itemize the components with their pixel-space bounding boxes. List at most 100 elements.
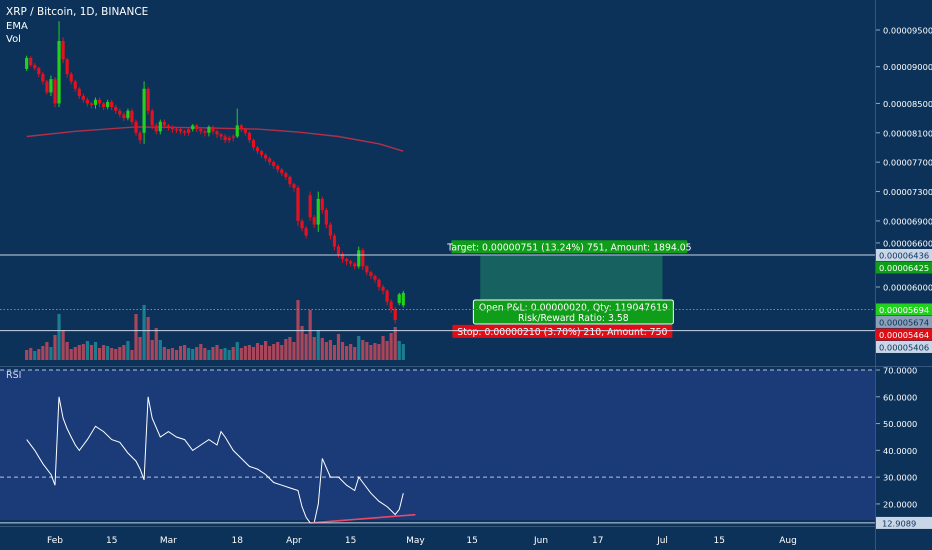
candle-down[interactable] [373, 274, 377, 283]
candle-down[interactable] [353, 262, 357, 270]
candle-down[interactable] [203, 129, 207, 137]
candle-down[interactable] [381, 284, 385, 295]
candle-down[interactable] [134, 119, 138, 136]
candle-down[interactable] [41, 71, 45, 85]
candle-down[interactable] [199, 127, 203, 135]
candle-down[interactable] [377, 278, 381, 291]
price-label-entry[interactable]: 0.00005674 [876, 315, 932, 328]
candle-down[interactable] [324, 207, 328, 229]
candle-down[interactable] [89, 101, 94, 109]
price-label-stop[interactable]: 0.00005464 [876, 328, 932, 341]
candle-down[interactable] [33, 63, 37, 71]
candle-down[interactable] [211, 125, 215, 135]
candle-up[interactable] [401, 290, 405, 308]
candle-down[interactable] [187, 127, 191, 136]
price-label-target[interactable]: 0.00006425 [876, 261, 932, 274]
candle-down[interactable] [162, 119, 166, 129]
candle-down[interactable] [276, 164, 280, 173]
candle-down[interactable] [219, 132, 223, 141]
candle-down[interactable] [328, 222, 332, 240]
ema-indicator-label[interactable]: EMA [6, 21, 28, 32]
candle-down[interactable] [77, 87, 81, 100]
candle-down[interactable] [349, 259, 353, 267]
divergence-trendline[interactable] [310, 513, 416, 524]
candle-down[interactable] [69, 71, 73, 85]
candle-down[interactable] [118, 108, 122, 118]
candle-down[interactable] [259, 149, 264, 158]
candle-down[interactable] [300, 218, 304, 232]
candle-down[interactable] [174, 127, 179, 133]
candle-down[interactable] [304, 226, 308, 239]
target-label[interactable]: Target: 0.00000751 (13.24%) 751, Amount:… [446, 240, 692, 254]
candle-down[interactable] [231, 134, 235, 142]
candle-up[interactable] [57, 21, 61, 108]
candle-up[interactable] [158, 119, 162, 135]
candle-down[interactable] [110, 99, 114, 111]
ema-line[interactable] [26, 126, 404, 152]
candle-down[interactable] [166, 123, 170, 131]
stop-label[interactable]: Stop: 0.00000210 (3.70%) 210, Amount: 75… [452, 324, 673, 338]
candle-down[interactable] [130, 108, 134, 125]
candle-up[interactable] [235, 108, 239, 138]
candle-down[interactable] [178, 127, 183, 135]
candle-down[interactable] [280, 168, 284, 177]
candle-down[interactable] [154, 123, 158, 135]
candle-down[interactable] [97, 97, 102, 108]
pnl-label[interactable]: Open P&L: 0.00000020, Qty: 119047619Risk… [472, 299, 674, 325]
price-label-line[interactable]: 0.00006436 [876, 248, 932, 261]
candle-down[interactable] [385, 289, 389, 306]
candle-down[interactable] [81, 93, 85, 103]
price-axis-background[interactable] [875, 0, 932, 550]
candle-up[interactable] [191, 123, 195, 132]
candle-down[interactable] [296, 185, 300, 227]
candle-up[interactable] [142, 81, 146, 144]
candle-down[interactable] [393, 306, 397, 324]
candle-down[interactable] [37, 66, 41, 77]
rsi-line[interactable] [26, 396, 404, 524]
candle-down[interactable] [146, 87, 150, 115]
candle-down[interactable] [340, 251, 345, 263]
candle-down[interactable] [332, 233, 337, 251]
candle-down[interactable] [247, 131, 251, 144]
candle-down[interactable] [320, 196, 324, 214]
candle-down[interactable] [73, 79, 77, 92]
candle-down[interactable] [102, 101, 106, 111]
candle-down[interactable] [243, 127, 247, 136]
candle-down[interactable] [288, 175, 292, 188]
candle-down[interactable] [61, 37, 65, 64]
candle-down[interactable] [239, 123, 243, 133]
candle-up[interactable] [397, 292, 401, 306]
candle-up[interactable] [25, 55, 29, 72]
volume-indicator-label[interactable]: Vol [6, 34, 21, 45]
candle-down[interactable] [365, 264, 369, 276]
price-label-line[interactable]: 0.00005406 [876, 340, 932, 353]
candle-up[interactable] [93, 97, 98, 109]
candle-down[interactable] [85, 97, 89, 107]
symbol-title[interactable]: XRP / Bitcoin, 1D, BINANCE [6, 6, 148, 18]
candle-up[interactable] [316, 191, 320, 232]
candle-up[interactable] [106, 99, 110, 110]
price-label-last[interactable]: 0.00005694 [876, 303, 932, 316]
candle-down[interactable] [122, 112, 126, 122]
candle-up[interactable] [126, 108, 130, 121]
candle-down[interactable] [150, 108, 154, 130]
candle-down[interactable] [292, 182, 296, 192]
candle-down[interactable] [272, 160, 276, 169]
candle-down[interactable] [65, 57, 69, 78]
candle-down[interactable] [53, 76, 57, 108]
candle-down[interactable] [138, 130, 142, 144]
candle-down[interactable] [195, 123, 199, 133]
candle-down[interactable] [227, 135, 231, 144]
candle-down[interactable] [29, 56, 33, 67]
candle-down[interactable] [45, 79, 49, 95]
candle-up[interactable] [49, 75, 53, 97]
candle-down[interactable] [223, 134, 227, 144]
candle-down[interactable] [215, 129, 219, 138]
candle-up[interactable] [207, 125, 211, 137]
candle-down[interactable] [264, 153, 268, 162]
candle-down[interactable] [255, 146, 260, 155]
candle-down[interactable] [369, 270, 373, 279]
candle-down[interactable] [114, 104, 118, 114]
candle-down[interactable] [284, 171, 288, 180]
